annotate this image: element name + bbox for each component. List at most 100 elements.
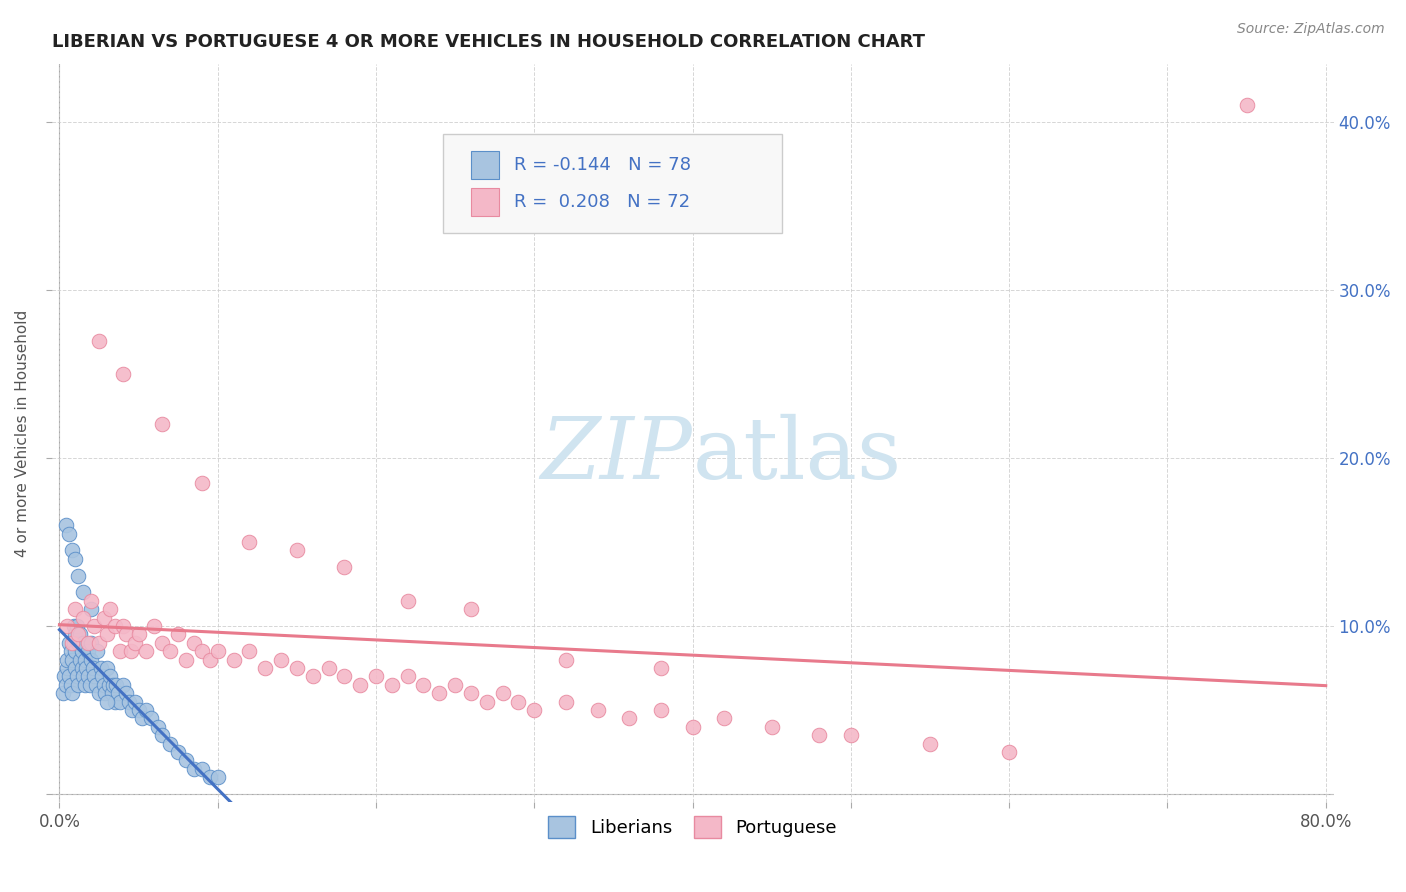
- Text: ZIP: ZIP: [541, 414, 693, 496]
- Point: [72, 585, 94, 599]
- Point: [150, 636, 173, 650]
- Point: [146, 720, 169, 734]
- Point: [333, 560, 356, 574]
- Point: [270, 652, 292, 666]
- Point: [381, 678, 404, 692]
- Point: [98, 602, 121, 616]
- Point: [73, 652, 96, 666]
- Point: [118, 694, 141, 708]
- Text: LIBERIAN VS PORTUGUESE 4 OR MORE VEHICLES IN HOUSEHOLD CORRELATION CHART: LIBERIAN VS PORTUGUESE 4 OR MORE VEHICLE…: [52, 33, 925, 51]
- Point: [682, 720, 704, 734]
- Point: [396, 594, 419, 608]
- Point: [111, 619, 134, 633]
- Point: [105, 678, 128, 692]
- Point: [364, 669, 387, 683]
- Point: [96, 694, 118, 708]
- Text: R = -0.144   N = 78: R = -0.144 N = 78: [515, 156, 692, 174]
- Point: [349, 678, 371, 692]
- Point: [55, 678, 77, 692]
- Point: [207, 644, 229, 658]
- Point: [83, 619, 105, 633]
- Point: [67, 627, 90, 641]
- Point: [183, 762, 205, 776]
- Point: [80, 636, 103, 650]
- Point: [66, 669, 89, 683]
- Point: [650, 661, 672, 675]
- Point: [60, 652, 83, 666]
- Point: [103, 678, 125, 692]
- Point: [55, 518, 77, 533]
- Point: [207, 770, 229, 784]
- Point: [491, 686, 513, 700]
- Point: [100, 686, 122, 700]
- Point: [183, 636, 205, 650]
- Point: [167, 745, 190, 759]
- Point: [65, 627, 87, 641]
- Point: [52, 686, 75, 700]
- Point: [65, 551, 87, 566]
- Point: [159, 737, 181, 751]
- Point: [87, 686, 110, 700]
- Point: [108, 694, 131, 708]
- Point: [107, 686, 129, 700]
- Legend: Liberians, Portuguese: Liberians, Portuguese: [541, 808, 844, 845]
- Point: [475, 694, 498, 708]
- Point: [96, 661, 118, 675]
- Point: [77, 644, 100, 658]
- Point: [150, 417, 173, 432]
- Point: [918, 737, 941, 751]
- Point: [191, 762, 214, 776]
- Point: [508, 694, 530, 708]
- Point: [58, 636, 80, 650]
- Point: [159, 644, 181, 658]
- Point: [87, 334, 110, 348]
- Point: [111, 678, 134, 692]
- Point: [412, 678, 434, 692]
- Point: [66, 619, 89, 633]
- Point: [75, 661, 97, 675]
- Y-axis label: 4 or more Vehicles in Household: 4 or more Vehicles in Household: [15, 310, 30, 557]
- Point: [84, 678, 107, 692]
- Point: [121, 703, 143, 717]
- Point: [254, 661, 277, 675]
- Point: [73, 678, 96, 692]
- Point: [60, 686, 83, 700]
- Point: [93, 678, 115, 692]
- Text: R =  0.208   N = 72: R = 0.208 N = 72: [515, 193, 690, 211]
- Point: [135, 644, 157, 658]
- Point: [72, 636, 94, 650]
- Point: [80, 652, 103, 666]
- Point: [59, 644, 82, 658]
- Point: [67, 678, 90, 692]
- Point: [174, 753, 197, 767]
- Point: [333, 669, 356, 683]
- Point: [60, 636, 83, 650]
- Point: [86, 644, 108, 658]
- Point: [143, 619, 166, 633]
- FancyBboxPatch shape: [471, 187, 499, 216]
- Point: [318, 661, 340, 675]
- Point: [713, 711, 735, 725]
- Point: [65, 644, 87, 658]
- Point: [460, 602, 482, 616]
- Point: [79, 678, 101, 692]
- Point: [761, 720, 783, 734]
- Point: [135, 703, 157, 717]
- Point: [427, 686, 450, 700]
- Point: [1236, 98, 1258, 112]
- Point: [104, 694, 127, 708]
- Point: [65, 602, 87, 616]
- Point: [396, 669, 419, 683]
- Point: [444, 678, 467, 692]
- Point: [98, 669, 121, 683]
- Point: [586, 703, 609, 717]
- Point: [174, 652, 197, 666]
- Point: [69, 627, 91, 641]
- Point: [58, 526, 80, 541]
- Point: [62, 619, 84, 633]
- Point: [301, 669, 323, 683]
- Point: [90, 661, 112, 675]
- Point: [82, 661, 104, 675]
- Point: [56, 661, 79, 675]
- Point: [94, 686, 117, 700]
